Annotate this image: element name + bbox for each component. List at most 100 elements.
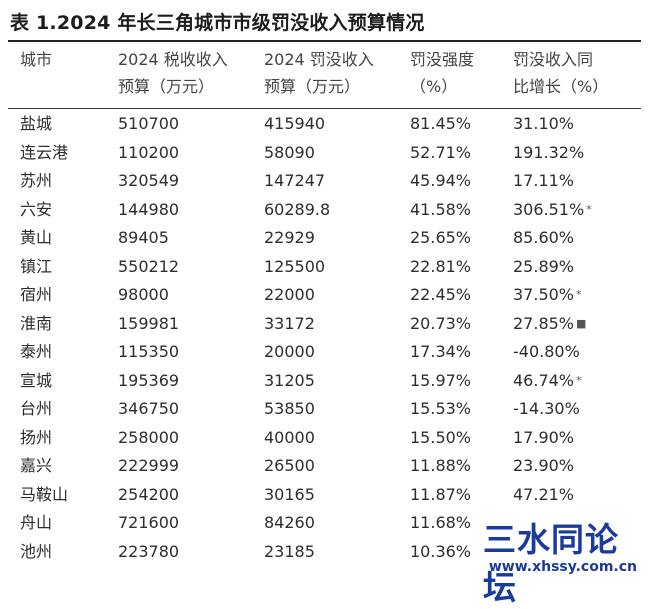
cell-city: 镇江 [20,256,52,278]
cell-city-text: 苏州 [20,171,53,190]
cell-penalty-intensity-text: 15.50% [410,427,472,447]
cell-penalty-intensity: 25.65% [410,227,471,249]
cell-tax-budget: 110200 [118,142,179,164]
cell-tax-budget: 223780 [118,541,179,563]
cell-city: 六安 [20,199,52,221]
cell-tax-budget: 98000 [118,284,169,306]
cell-yoy-growth: 306.51% * [513,199,592,221]
cell-penalty-budget-text: 58090 [264,142,315,162]
cell-penalty-intensity: 20.73% [410,313,471,335]
cell-tax-budget-text: 115350 [118,342,180,361]
cell-penalty-budget: 147247 [264,170,325,192]
cell-yoy-growth: 25.89% [513,256,576,278]
table-body: 盐城 510700 415940 81.45% 31.10% 连云港 110200 58090… [0,110,649,566]
table-row: 扬州 258000 40000 15.50% 17.90% [0,424,649,453]
cell-penalty-intensity-text: 41.58% [410,199,472,219]
cell-penalty-intensity: 22.45% [410,284,471,306]
cell-penalty-intensity: 15.50% [410,427,471,449]
cell-yoy-growth: -40.80% [513,341,582,363]
cell-city: 嘉兴 [20,455,52,477]
cell-tax-budget-text: 110200 [118,142,180,162]
cell-yoy-growth-text: 46.74% [513,370,575,390]
cell-penalty-budget: 30165 [264,484,315,506]
cell-yoy-growth-text: 306.51% [513,199,585,219]
watermark-url: www.xhssy.com.cn [488,559,637,575]
cell-tax-budget-text: 550212 [118,256,180,276]
cell-city: 黄山 [20,227,52,249]
cell-tax-budget-text: 222999 [118,456,180,475]
cell-yoy-growth: 17.11% [513,170,576,192]
cell-tax-budget: 195369 [118,370,179,392]
table-row: 黄山 89405 22929 25.65% 85.60% [0,224,649,253]
footnote-mark: * [576,288,582,301]
cell-penalty-budget: 23185 [264,541,315,563]
cell-city: 台州 [20,398,52,420]
header-tax-budget: 2024 税收收入 预算（万元） [118,50,228,96]
cell-penalty-budget-text: 26500 [264,456,315,475]
cell-city-text: 盐城 [20,114,53,133]
header-yoy-growth: 罚没收入同 比增长（%） [513,50,609,96]
table-title: 表 1.2024 年长三角城市市级罚没收入预算情况 [10,12,425,34]
cell-tax-budget: 320549 [118,170,179,192]
cell-tax-budget-text: 721600 [118,513,180,532]
cell-city-text: 嘉兴 [20,456,53,475]
cell-city-text: 连云港 [20,142,69,162]
cell-city-text: 六安 [20,199,53,219]
header-penalty-intensity: 罚没强度 （%） [410,50,475,96]
cell-tax-budget: 346750 [118,398,179,420]
cell-penalty-budget-text: 22929 [264,228,315,247]
cell-city: 池州 [20,541,52,563]
cell-penalty-budget-text: 22000 [264,285,315,304]
cell-penalty-intensity: 15.97% [410,370,471,392]
cell-city-text: 宿州 [20,285,53,304]
cell-yoy-growth: 191.32% [513,142,586,164]
table-row: 盐城 510700 415940 81.45% 31.10% [0,110,649,139]
cell-tax-budget-text: 159981 [118,313,180,333]
cell-penalty-intensity-text: 15.53% [410,399,472,418]
cell-penalty-budget: 58090 [264,142,315,164]
cell-penalty-intensity: 45.94% [410,170,471,192]
cell-yoy-growth-text: 17.11% [513,171,575,190]
cell-penalty-intensity: 52.71% [410,142,471,164]
table-row: 连云港 110200 58090 52.71% 191.32% [0,139,649,168]
cell-city: 宿州 [20,284,52,306]
cell-penalty-budget-text: 20000 [264,342,315,361]
cell-tax-budget: 144980 [118,199,179,221]
table-row: 六安 144980 60289.8 41.58% 306.51% * [0,196,649,225]
cell-penalty-budget-text: 40000 [264,427,315,447]
cell-yoy-growth: 46.74% * [513,370,582,392]
cell-penalty-intensity: 17.34% [410,341,471,363]
cell-yoy-growth: 37.50% * [513,284,582,306]
cell-penalty-budget-text: 30165 [264,484,315,504]
cell-penalty-intensity-text: 15.97% [410,370,472,390]
cell-yoy-growth: 47.21% [513,484,576,506]
table-row: 宣城 195369 31205 15.97% 46.74% * [0,367,649,396]
table-row: 马鞍山 254200 30165 11.87% 47.21% [0,481,649,510]
document-page: 表 1.2024 年长三角城市市级罚没收入预算情况 城市 2024 税收收入 预… [0,12,649,607]
table-header: 城市 2024 税收收入 预算（万元） 2024 罚没收入 预算（万元） 罚没强… [0,42,649,108]
cell-tax-budget: 510700 [118,113,179,135]
cell-city-text: 镇江 [20,256,53,276]
cell-tax-budget-text: 510700 [118,114,180,133]
cell-penalty-budget-text: 33172 [264,313,315,333]
footnote-mark: * [586,202,592,216]
cell-tax-budget-text: 258000 [118,427,180,447]
cell-tax-budget: 254200 [118,484,179,506]
cell-penalty-budget: 20000 [264,341,315,363]
cell-penalty-budget-text: 415940 [264,114,326,133]
cell-city-text: 舟山 [20,513,53,532]
cell-tax-budget: 159981 [118,313,179,335]
table-row: 宿州 98000 22000 22.45% 37.50% * [0,281,649,310]
cell-yoy-growth-text: 17.90% [513,427,575,447]
cell-penalty-intensity: 22.81% [410,256,471,278]
cell-yoy-growth-text: 27.85% [513,313,575,333]
table-row: 淮南 159981 33172 20.73% 27.85% ■ [0,310,649,339]
cell-penalty-budget: 125500 [264,256,325,278]
cell-penalty-budget: 415940 [264,113,325,135]
cell-penalty-intensity: 10.36% [410,541,471,563]
cell-city: 盐城 [20,113,52,135]
cell-tax-budget-text: 98000 [118,285,169,304]
cell-tax-budget-text: 346750 [118,399,180,418]
cell-city: 苏州 [20,170,52,192]
cell-penalty-budget-text: 84260 [264,513,315,532]
